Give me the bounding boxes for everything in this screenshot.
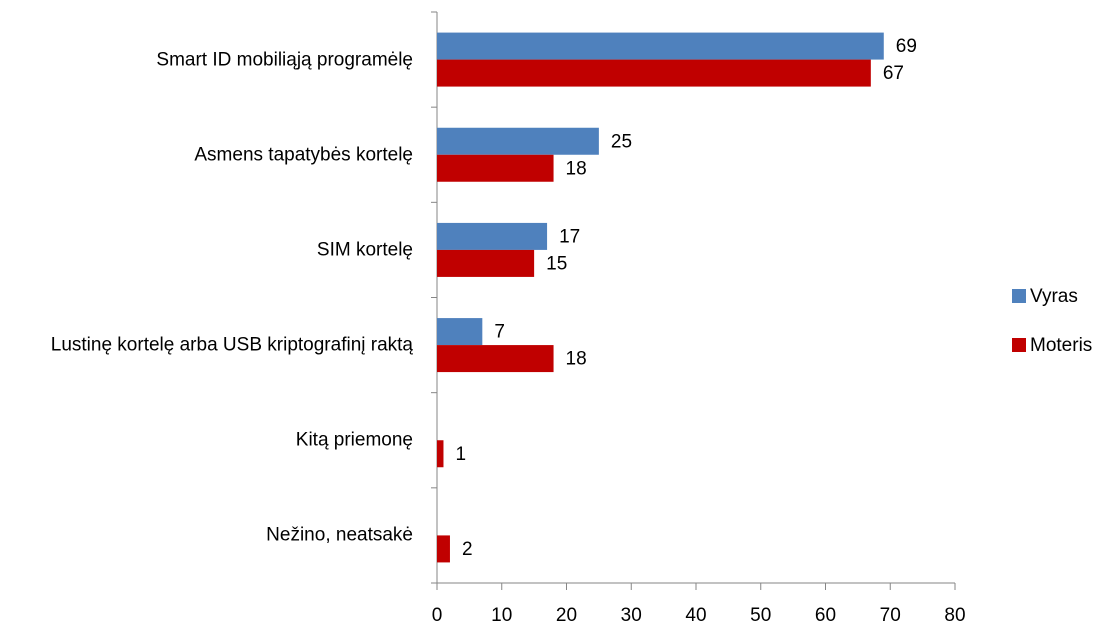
- value-label: 18: [566, 158, 587, 179]
- legend-label: Vyras: [1030, 286, 1078, 307]
- category-text: Kitą priemonę: [295, 429, 413, 451]
- bar: [437, 222, 548, 250]
- x-tick-label: 70: [880, 605, 901, 626]
- bar: [437, 127, 599, 155]
- x-tick-label: 60: [815, 605, 836, 626]
- category-label: Smart ID mobiliąją programėlę: [0, 47, 413, 72]
- bar: [437, 32, 884, 60]
- bar: [437, 535, 450, 563]
- value-label: 17: [559, 226, 580, 247]
- bar: [437, 318, 483, 346]
- category-text: Lustinę kortelę arba USB kriptografinį r…: [50, 334, 413, 356]
- category-text: SIM kortelę: [316, 239, 413, 261]
- category-text: Smart ID mobiliąją programėlę: [156, 49, 413, 71]
- category-label: SIM kortelę: [0, 237, 413, 262]
- category-text: Asmens tapatybės kortelę: [194, 144, 413, 166]
- x-tick-label: 30: [621, 605, 642, 626]
- bar: [437, 59, 871, 87]
- x-tick-label: 10: [491, 605, 512, 626]
- legend-swatch: [1012, 338, 1026, 352]
- value-label: 67: [883, 63, 904, 84]
- legend-swatch: [1012, 289, 1026, 303]
- category-text: Nežino, neatsakė: [266, 524, 413, 546]
- category-label: Nežino, neatsakė: [0, 523, 413, 548]
- bar: [437, 440, 444, 468]
- category-label: Kitą priemonę: [0, 428, 413, 453]
- x-tick-label: 50: [750, 605, 771, 626]
- legend-label: Moteris: [1030, 335, 1092, 356]
- x-tick-label: 0: [432, 605, 443, 626]
- category-label: Lustinę kortelę arba USB kriptografinį r…: [0, 333, 413, 358]
- x-tick-label: 20: [556, 605, 577, 626]
- value-label: 15: [546, 253, 567, 274]
- bar: [437, 154, 554, 182]
- category-label: Asmens tapatybės kortelę: [0, 142, 413, 167]
- value-label: 69: [896, 36, 917, 57]
- x-tick-label: 80: [944, 605, 965, 626]
- value-label: 25: [611, 131, 632, 152]
- bar: [437, 345, 554, 373]
- value-label: 7: [494, 322, 505, 343]
- value-label: 2: [462, 539, 473, 560]
- x-tick-label: 40: [685, 605, 706, 626]
- bar: [437, 249, 535, 277]
- value-label: 18: [566, 349, 587, 370]
- value-label: 1: [455, 444, 466, 465]
